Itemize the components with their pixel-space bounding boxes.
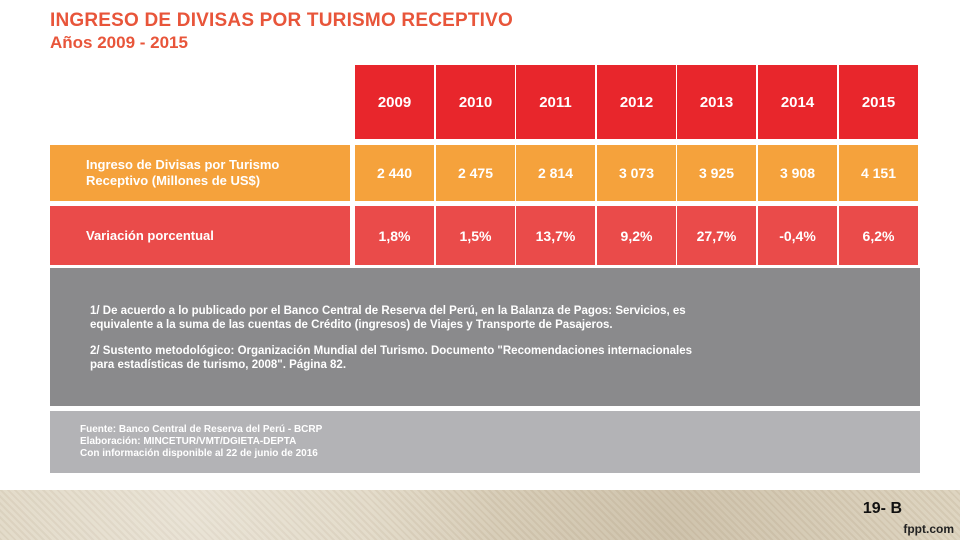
brand-logo-text: fppt.com <box>903 522 954 536</box>
table-value-cell: 27,7% <box>677 206 756 265</box>
year-header-cell: 2010 <box>436 65 515 139</box>
source-box: Fuente: Banco Central de Reserva del Per… <box>50 411 920 473</box>
slide-number: 19- B <box>862 500 902 517</box>
year-header-cell: 2015 <box>839 65 918 139</box>
year-header-cell: 2011 <box>516 65 595 139</box>
note-1-line-1: 1/ De acuerdo a lo publicado por el Banc… <box>90 305 686 317</box>
year-header-cell: 2009 <box>355 65 434 139</box>
table-value-cell: 1,8% <box>355 206 434 265</box>
footer-bar: 19- B fppt.com <box>0 490 960 540</box>
row-label-text: Variación porcentual <box>86 228 214 244</box>
note-1: 1/ De acuerdo a lo publicado por el Banc… <box>90 304 880 332</box>
row-label-text: Ingreso de Divisas por Turismo Receptivo … <box>86 157 279 189</box>
row-label-line-1: Ingreso de Divisas por Turismo <box>86 157 280 172</box>
note-1-line-2: equivalente a la suma de las cuentas de … <box>90 319 613 331</box>
table-value-cell: 13,7% <box>516 206 595 265</box>
elaboration-line: Elaboración: MINCETUR/VMT/DGIETA-DEPTA <box>80 436 297 447</box>
page-subtitle: Años 2009 - 2015 <box>50 33 188 52</box>
notes-box: 1/ De acuerdo a lo publicado por el Banc… <box>50 268 920 406</box>
table-value-cell: 3 073 <box>597 145 676 201</box>
year-header-cell: 2012 <box>597 65 676 139</box>
table-value-cell: -0,4% <box>758 206 837 265</box>
source-line: Fuente: Banco Central de Reserva del Per… <box>80 424 323 435</box>
note-2: 2/ Sustento metodológico: Organización M… <box>90 344 880 372</box>
table-value-cell: 4 151 <box>839 145 918 201</box>
table-value-cell: 1,5% <box>436 206 515 265</box>
row-label-cell: Variación porcentual <box>50 206 350 265</box>
note-2-line-1: 2/ Sustento metodológico: Organización M… <box>90 345 693 357</box>
table-value-cell: 2 440 <box>355 145 434 201</box>
year-header-cell: 2014 <box>758 65 837 139</box>
availability-line: Con información disponible al 22 de juni… <box>80 448 318 459</box>
row-label-line-2: Receptivo (Millones de US$) <box>86 173 261 188</box>
table-value-cell: 2 475 <box>436 145 515 201</box>
year-header-cell: 2013 <box>677 65 756 139</box>
table-value-cell: 2 814 <box>516 145 595 201</box>
page-title: INGRESO DE DIVISAS POR TURISMO RECEPTIVO <box>50 10 514 31</box>
row-label-cell: Ingreso de Divisas por Turismo Receptivo … <box>50 145 350 201</box>
table-value-cell: 9,2% <box>597 206 676 265</box>
table-value-cell: 3 908 <box>758 145 837 201</box>
row-label-line-1: Variación porcentual <box>86 227 214 243</box>
table-value-cell: 3 925 <box>677 145 756 201</box>
table-value-cell: 6,2% <box>839 206 918 265</box>
note-2-line-2: para estadísticas de turismo, 2008". Pág… <box>90 359 347 371</box>
